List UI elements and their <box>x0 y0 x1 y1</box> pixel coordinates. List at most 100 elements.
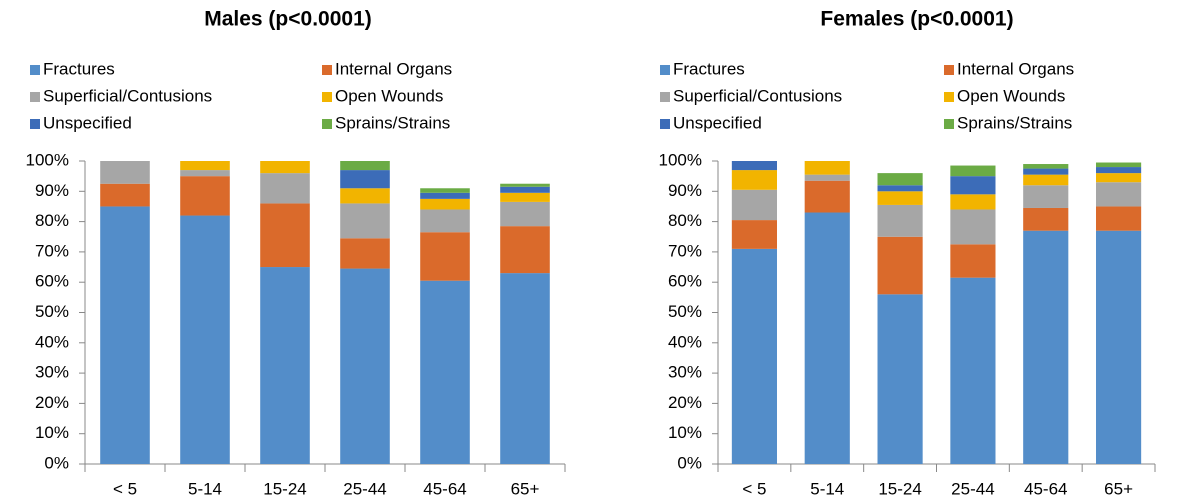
bar-segment <box>950 165 996 177</box>
bar-segment <box>420 188 470 193</box>
y-tick-label: 30% <box>668 363 702 382</box>
y-tick-label: 60% <box>668 272 702 291</box>
bar-segment <box>804 180 850 213</box>
x-tick-label: 5-14 <box>810 479 844 498</box>
x-tick-label: 45-64 <box>423 479 466 498</box>
y-tick-label: 10% <box>668 423 702 442</box>
bar-segment <box>420 280 470 464</box>
bar-segment <box>340 203 390 239</box>
bar-segment <box>340 188 390 204</box>
y-tick-label: 50% <box>35 302 69 321</box>
x-tick-label: 5-14 <box>188 479 222 498</box>
x-tick-label: < 5 <box>742 479 766 498</box>
bar-segment <box>340 238 390 269</box>
bar-segment <box>731 161 777 171</box>
x-tick-label: 15-24 <box>263 479 306 498</box>
bar-segment <box>877 191 923 205</box>
legend-swatch <box>660 65 670 75</box>
bar-segment <box>1096 167 1142 174</box>
bar-segment <box>180 161 230 171</box>
bar-segment <box>260 267 310 464</box>
legend-label: Superficial/Contusions <box>43 86 212 105</box>
chart-title: Females (p<0.0001) <box>820 8 1013 31</box>
bar-segment <box>877 236 923 295</box>
bar-segment <box>500 183 550 187</box>
bar-segment <box>260 173 310 204</box>
y-tick-label: 90% <box>668 181 702 200</box>
bar-segment <box>420 209 470 233</box>
legend-label: Unspecified <box>673 113 762 132</box>
bar-segment <box>1096 206 1142 231</box>
bar-segment <box>500 201 550 227</box>
y-tick-label: 40% <box>35 332 69 351</box>
x-tick-label: 25-44 <box>951 479 994 498</box>
bar-segment <box>100 161 150 184</box>
bar-segment <box>877 204 923 237</box>
y-tick-label: 100% <box>26 150 69 169</box>
bar-segment <box>340 268 390 464</box>
bar-segment <box>1096 230 1142 464</box>
bar-segment <box>500 273 550 464</box>
legend-swatch <box>944 119 954 129</box>
legend-label: Fractures <box>43 59 115 78</box>
x-tick-label: 45-64 <box>1024 479 1067 498</box>
y-tick-label: 80% <box>668 211 702 230</box>
y-tick-label: 10% <box>35 423 69 442</box>
bar-segment <box>180 170 230 177</box>
legend-swatch <box>30 65 40 75</box>
legend-label: Open Wounds <box>335 86 443 105</box>
bar-segment <box>340 161 390 171</box>
legend-label: Superficial/Contusions <box>673 86 842 105</box>
bar-segment <box>1096 162 1142 168</box>
y-tick-label: 90% <box>35 181 69 200</box>
legend-swatch <box>322 92 332 102</box>
legend-label: Sprains/Strains <box>335 113 450 132</box>
y-tick-label: 70% <box>35 241 69 260</box>
legend-label: Fractures <box>673 59 745 78</box>
y-tick-label: 40% <box>668 332 702 351</box>
y-tick-label: 100% <box>659 150 702 169</box>
bar-segment <box>950 176 996 195</box>
bar-segment <box>260 161 310 174</box>
y-tick-label: 70% <box>668 241 702 260</box>
bar-segment <box>180 176 230 216</box>
legend-label: Open Wounds <box>957 86 1065 105</box>
x-tick-label: 25-44 <box>343 479 386 498</box>
bar-segment <box>804 212 850 464</box>
y-tick-label: 0% <box>677 453 702 472</box>
legend-label: Sprains/Strains <box>957 113 1072 132</box>
bar-segment <box>260 203 310 268</box>
bar-segment <box>950 209 996 245</box>
legend-label: Internal Organs <box>957 59 1074 78</box>
legend-swatch <box>30 92 40 102</box>
legend-swatch <box>30 119 40 129</box>
legend-label: Internal Organs <box>335 59 452 78</box>
bar-segment <box>500 226 550 274</box>
bar-segment <box>100 183 150 207</box>
bar-segment <box>877 294 923 464</box>
bar-segment <box>731 170 777 190</box>
bar-segment <box>420 232 470 281</box>
bar-segment <box>340 170 390 189</box>
bar-segment <box>877 185 923 192</box>
legend-swatch <box>660 92 670 102</box>
bar-segment <box>1023 207 1069 231</box>
bar-segment <box>950 194 996 210</box>
legend-swatch <box>322 119 332 129</box>
bar-segment <box>1023 168 1069 175</box>
legend-swatch <box>944 65 954 75</box>
bar-segment <box>180 215 230 464</box>
bar-segment <box>731 248 777 464</box>
bar-segment <box>731 189 777 221</box>
bar-segment <box>1023 230 1069 464</box>
y-tick-label: 0% <box>44 453 69 472</box>
bar-segment <box>1096 182 1142 207</box>
y-tick-label: 30% <box>35 363 69 382</box>
x-tick-label: < 5 <box>113 479 137 498</box>
x-tick-label: 15-24 <box>878 479 921 498</box>
y-tick-label: 50% <box>668 302 702 321</box>
bar-segment <box>1096 173 1142 183</box>
bar-segment <box>804 161 850 175</box>
legend-swatch <box>322 65 332 75</box>
